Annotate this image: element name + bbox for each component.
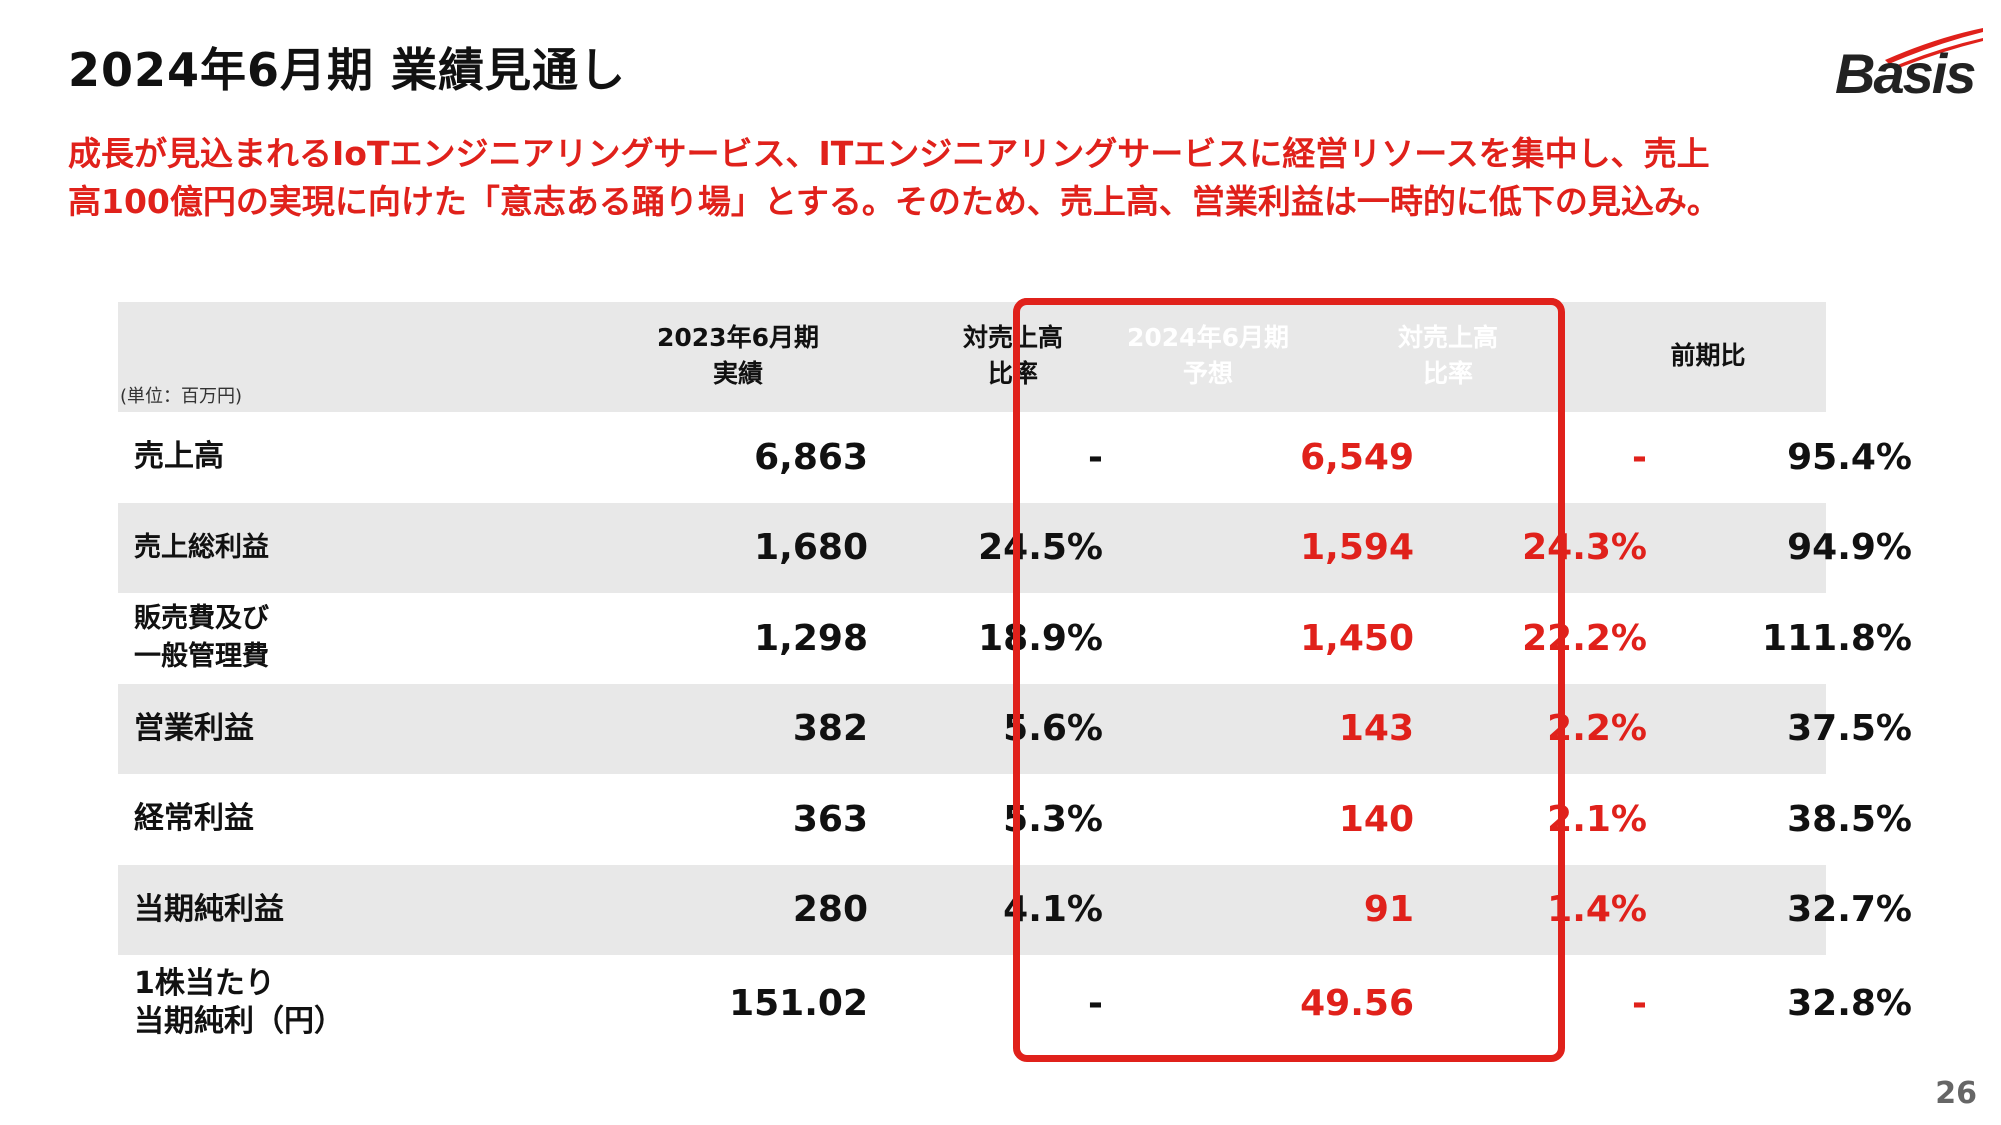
- forecast-value: 49.56: [1300, 982, 1414, 1024]
- unit-label: (単位：百万円): [120, 386, 243, 407]
- actual-ratio: 18.9%: [978, 617, 1103, 659]
- page-number: 26: [1935, 1076, 1977, 1111]
- table-row-sales: 売上高 6,863 - 6,549 - 95.4%: [118, 412, 1912, 503]
- yoy-value: 38.5%: [1787, 798, 1912, 840]
- row-label: 販売費及び 一般管理費: [134, 603, 269, 673]
- yoy-value: 95.4%: [1787, 436, 1912, 478]
- forecast-value: 6,549: [1300, 436, 1414, 478]
- logo-swoosh-icon: [1885, 28, 1983, 68]
- actual-value: 363: [792, 798, 868, 840]
- forecast-ratio: 24.3%: [1522, 527, 1647, 569]
- header-forecast: 2024年6月期 予想: [1127, 323, 1289, 388]
- row-label: 1株当たり 当期純利（円）: [134, 966, 344, 1039]
- table-row-gross-profit: 売上総利益 1,680 24.5% 1,594 24.3% 94.9%: [118, 502, 1912, 593]
- forecast-ratio: 22.2%: [1522, 617, 1647, 659]
- actual-ratio: 5.6%: [1003, 708, 1103, 750]
- actual-value: 151.02: [729, 982, 868, 1024]
- table-row-sga: 販売費及び 一般管理費 1,298 18.9% 1,450 22.2% 111.8…: [118, 593, 1912, 684]
- row-label: 経常利益: [134, 801, 254, 837]
- forecast-value: 143: [1338, 708, 1414, 750]
- table-row-eps: 1株当たり 当期純利（円） 151.02 - 49.56 - 32.8%: [118, 955, 1912, 1051]
- yoy-value: 32.7%: [1787, 889, 1912, 931]
- basis-logo: Basis: [1835, 18, 1985, 108]
- yoy-value: 37.5%: [1787, 708, 1912, 750]
- header-yoy: 前期比: [1670, 341, 1746, 370]
- lead-line-2: 高100億円の実現に向けた「意志ある踊り場」とする。そのため、売上高、営業利益は…: [68, 182, 1720, 221]
- actual-ratio: -: [1088, 982, 1103, 1024]
- forecast-value: 91: [1363, 889, 1414, 931]
- actual-value: 1,680: [754, 527, 868, 569]
- row-label: 当期純利益: [134, 891, 284, 927]
- yoy-value: 32.8%: [1787, 982, 1912, 1024]
- actual-ratio: 24.5%: [978, 527, 1103, 569]
- row-label: 営業利益: [134, 710, 254, 746]
- row-label: 売上総利益: [134, 531, 269, 563]
- forecast-ratio: 1.4%: [1547, 889, 1647, 931]
- actual-value: 6,863: [754, 436, 868, 478]
- yoy-value: 94.9%: [1787, 527, 1912, 569]
- actual-value: 1,298: [754, 617, 868, 659]
- actual-value: 280: [792, 889, 868, 931]
- actual-ratio: 5.3%: [1003, 798, 1103, 840]
- header-forecast-ratio: 対売上高 比率: [1397, 323, 1498, 388]
- logo-text: Basis: [1835, 42, 1976, 105]
- page-title: 2024年6月期 業績見通し: [68, 43, 627, 97]
- actual-ratio: -: [1088, 436, 1103, 478]
- actual-ratio: 4.1%: [1003, 889, 1103, 931]
- table-row-net-income: 当期純利益 280 4.1% 91 1.4% 32.7%: [118, 864, 1912, 955]
- actual-value: 382: [792, 708, 868, 750]
- forecast-value: 1,594: [1300, 527, 1414, 569]
- forecast-ratio: 2.1%: [1547, 798, 1647, 840]
- forecast-value: 140: [1338, 798, 1414, 840]
- forecast-ratio: -: [1632, 436, 1647, 478]
- table-row-operating-profit: 営業利益 382 5.6% 143 2.2% 37.5%: [118, 683, 1912, 774]
- forecast-table: (単位：百万円) 2023年6月期 実績 対売上高 比率 2024年6月期 予想…: [118, 302, 1912, 1051]
- table-row-ordinary-profit: 経常利益 363 5.3% 140 2.1% 38.5%: [118, 774, 1912, 865]
- lead-statement: 成長が見込まれるIoTエンジニアリングサービス、ITエンジニアリングサービスに経…: [68, 130, 1948, 226]
- forecast-value: 1,450: [1300, 617, 1414, 659]
- lead-line-1: 成長が見込まれるIoTエンジニアリングサービス、ITエンジニアリングサービスに経…: [68, 134, 1710, 173]
- header-actual-ratio: 対売上高 比率: [962, 323, 1063, 388]
- header-actual: 2023年6月期 実績: [657, 323, 819, 388]
- forecast-ratio: 2.2%: [1547, 708, 1647, 750]
- forecast-ratio: -: [1632, 982, 1647, 1024]
- table-header: (単位：百万円) 2023年6月期 実績 対売上高 比率 2024年6月期 予想…: [118, 302, 1826, 412]
- row-label: 売上高: [134, 439, 224, 475]
- yoy-value: 111.8%: [1762, 617, 1912, 659]
